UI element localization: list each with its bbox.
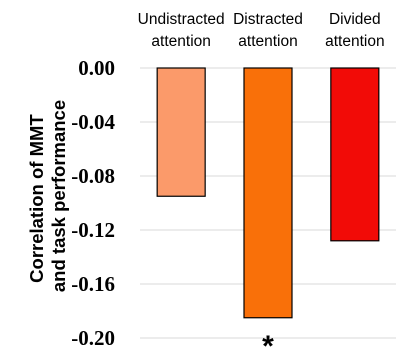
y-tick-label: -0.08 xyxy=(71,164,115,188)
y-tick-label: -0.16 xyxy=(71,272,115,296)
category-label: Divided attention xyxy=(325,11,384,50)
y-tick-label: -0.12 xyxy=(71,218,115,242)
y-axis-ticks: 0.00 -0.04 -0.08 -0.12 -0.16 -0.20 xyxy=(71,56,115,350)
bars xyxy=(156,67,380,319)
category-label-line: attention xyxy=(151,33,210,50)
category-label-line: attention xyxy=(238,33,297,50)
y-tick-label: -0.04 xyxy=(71,110,115,134)
y-tick-label: -0.20 xyxy=(71,326,115,350)
category-labels: Undistracted attention Distracted attention… xyxy=(138,11,385,50)
annotations: * xyxy=(262,330,274,360)
category-label-line: Divided xyxy=(329,11,381,28)
category-label-line: Undistracted xyxy=(138,11,225,28)
bar xyxy=(156,67,206,197)
y-axis-label: Correlation of MMT and task performance xyxy=(26,100,69,292)
category-label: Undistracted attention xyxy=(138,11,225,50)
category-label: Distracted attention xyxy=(233,11,303,50)
y-tick-label: 0.00 xyxy=(78,56,115,80)
significance-marker: * xyxy=(262,330,274,360)
y-axis-label-line-1: Correlation of MMT xyxy=(26,114,47,283)
bar xyxy=(243,67,293,319)
bar xyxy=(330,67,380,242)
y-axis-label-line-2: and task performance xyxy=(48,100,69,292)
category-label-line: Distracted xyxy=(233,11,303,28)
category-label-line: attention xyxy=(325,33,384,50)
